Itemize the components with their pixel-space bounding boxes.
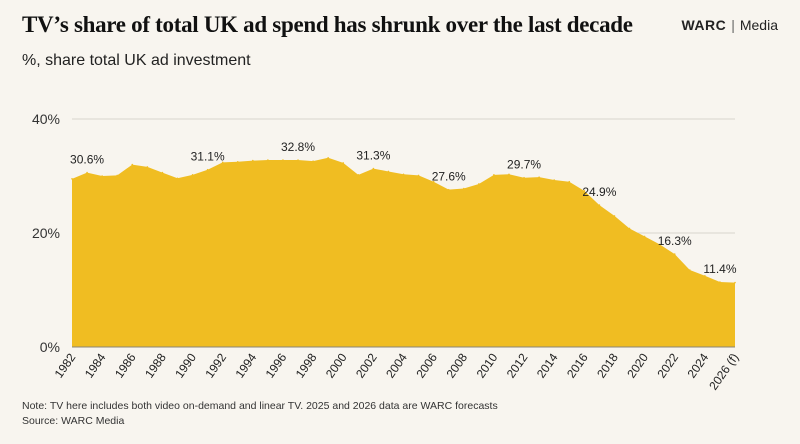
data-point (372, 167, 375, 170)
data-point (402, 173, 405, 176)
x-tick-label: 1988 (142, 350, 169, 380)
brand-logo: WARC | Media (681, 17, 778, 33)
x-tick-label: 2014 (534, 350, 561, 380)
chart-title: TV’s share of total UK ad spend has shru… (22, 12, 633, 37)
data-point (447, 188, 450, 191)
data-point (101, 175, 103, 177)
tv-share-area (72, 157, 735, 347)
data-point (297, 159, 299, 161)
data-point (327, 156, 329, 159)
x-tick-label: 2016 (564, 350, 591, 380)
y-axis: 0% 20% 40% (32, 111, 60, 355)
x-tick-label: 2012 (504, 350, 531, 380)
x-tick-label: 1984 (82, 350, 109, 380)
data-label: 29.7% (507, 158, 541, 172)
data-point (71, 178, 73, 180)
x-tick-label: 2006 (413, 350, 440, 380)
data-label: 32.8% (281, 140, 315, 154)
data-point (282, 159, 284, 161)
data-point (342, 162, 345, 164)
data-label: 31.1% (191, 150, 225, 164)
data-point (236, 160, 239, 163)
x-tick-label: 2000 (323, 350, 350, 380)
x-tick-label: 2024 (685, 350, 712, 380)
data-label: 16.3% (658, 234, 692, 248)
data-point (387, 170, 390, 173)
data-point (568, 180, 571, 183)
footer-note: Note: TV here includes both video on-dem… (22, 400, 498, 412)
x-tick-label: 1998 (293, 350, 320, 380)
data-point (628, 227, 631, 230)
data-point (221, 161, 224, 164)
x-tick-label: 2020 (624, 350, 651, 380)
data-point (252, 159, 254, 162)
x-tick-label: 2022 (654, 350, 681, 380)
x-tick-label: 1992 (202, 350, 229, 380)
x-tick-label: 2026 (f) (706, 351, 741, 393)
data-point (613, 215, 616, 217)
data-point (719, 281, 721, 283)
data-point (176, 177, 179, 180)
data-point (206, 168, 209, 171)
brand-name: WARC (681, 17, 727, 33)
data-point (417, 174, 420, 177)
data-point (312, 160, 314, 162)
brand-section: Media (739, 17, 778, 33)
data-label: 27.6% (432, 170, 466, 184)
data-point (432, 180, 435, 183)
data-point (734, 281, 736, 284)
chart-subtitle: %, share total UK ad investment (22, 52, 251, 69)
x-tick-label: 1986 (112, 350, 139, 380)
x-tick-label: 2004 (383, 350, 410, 380)
data-label: 30.6% (70, 153, 104, 167)
data-point (688, 269, 691, 271)
data-point (462, 187, 465, 190)
footer-source: Source: WARC Media (22, 415, 125, 427)
brand-separator: | (731, 17, 735, 33)
data-point (704, 274, 706, 277)
y-tick-label: 40% (32, 111, 60, 127)
data-label: 11.4% (703, 262, 736, 276)
data-point (643, 235, 646, 238)
x-tick-label: 1994 (232, 350, 259, 380)
data-label-layer: 30.6% 31.1% 32.8% 31.3% 27.6% 29.7% 24.9% 16.3%… (70, 140, 737, 276)
y-tick-label: 20% (32, 225, 60, 241)
x-tick-label: 1996 (263, 350, 290, 380)
y-tick-label: 0% (40, 339, 60, 355)
data-point (131, 163, 134, 166)
data-point (538, 176, 540, 178)
x-tick-label: 2002 (353, 350, 380, 380)
data-point (508, 173, 510, 176)
data-label: 24.9% (582, 185, 616, 199)
data-point (553, 179, 555, 181)
data-point (146, 166, 149, 168)
data-point (267, 159, 269, 161)
data-point (86, 171, 88, 174)
data-point (523, 176, 525, 179)
x-tick-label: 2018 (594, 350, 621, 380)
data-point (191, 174, 194, 176)
x-axis: 1982 1984 1986 1988 1990 1992 1994 1996 1998 2000… (52, 346, 741, 393)
data-label: 31.3% (356, 149, 390, 163)
data-point (598, 204, 601, 206)
data-point (583, 190, 586, 192)
data-point (493, 174, 495, 176)
chart-footer: Note: TV here includes both video on-dem… (22, 399, 498, 429)
x-tick-label: 2008 (443, 350, 470, 380)
x-tick-label: 2010 (474, 350, 501, 380)
data-point (673, 253, 676, 255)
data-point (357, 174, 360, 176)
data-point (658, 243, 661, 246)
data-point (161, 171, 164, 174)
data-point (478, 183, 480, 185)
x-tick-label: 1990 (172, 350, 199, 380)
area-layer (71, 156, 736, 347)
data-point (116, 174, 119, 177)
